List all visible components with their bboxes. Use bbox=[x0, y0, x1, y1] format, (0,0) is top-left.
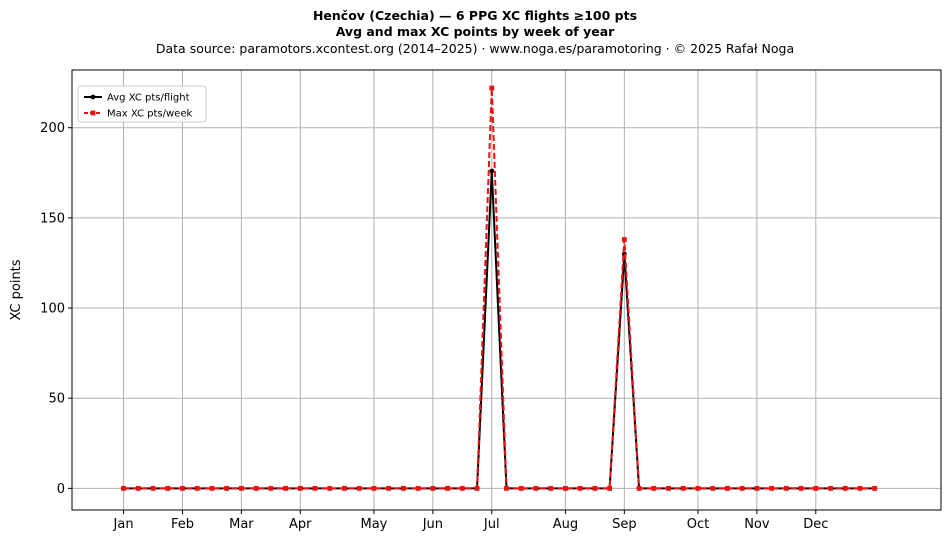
y-tick-label: 0 bbox=[57, 482, 65, 497]
x-tick-label: Jan bbox=[113, 517, 134, 532]
max-point-marker bbox=[651, 485, 657, 491]
max-point-marker bbox=[798, 485, 804, 491]
x-tick-label: Mar bbox=[229, 517, 254, 532]
y-tick-label: 100 bbox=[40, 302, 65, 317]
series-line-max bbox=[123, 87, 875, 490]
y-tick-label: 200 bbox=[40, 121, 65, 136]
legend: Avg XC pts/flight Max XC pts/week bbox=[77, 85, 207, 123]
max-point-marker bbox=[842, 485, 848, 491]
max-point-marker bbox=[135, 485, 141, 491]
max-point-marker bbox=[857, 485, 863, 491]
plot-area bbox=[72, 70, 941, 510]
max-point-marker bbox=[327, 485, 333, 491]
max-point-marker bbox=[474, 485, 480, 491]
max-point-marker bbox=[783, 485, 789, 491]
x-tick-label: Sep bbox=[612, 517, 637, 532]
legend-entry-label: Max XC pts/week bbox=[107, 109, 192, 120]
chart-title-block: Henčov (Czechia) — 6 PPG XC flights ≥100… bbox=[0, 8, 950, 57]
max-point-marker bbox=[872, 485, 878, 491]
x-tick-label: Dec bbox=[803, 517, 828, 532]
x-tick-label: Jun bbox=[422, 517, 443, 532]
legend-box bbox=[77, 85, 207, 123]
max-point-marker bbox=[386, 485, 392, 491]
x-axis: Jan Feb Mar Apr May Jun Jul Aug Sep Oct Nov Dec bbox=[113, 510, 828, 532]
max-point-marker bbox=[165, 485, 171, 491]
x-tick-label: May bbox=[360, 517, 387, 532]
max-point-marker bbox=[415, 485, 421, 491]
max-point-marker bbox=[636, 485, 642, 491]
plot-frame bbox=[71, 69, 942, 511]
max-point-marker bbox=[725, 485, 730, 491]
legend-marker-circle bbox=[90, 94, 96, 100]
max-point-marker bbox=[356, 485, 362, 491]
y-tick-label: 50 bbox=[48, 392, 65, 407]
max-point-marker bbox=[121, 485, 126, 491]
max-point-marker bbox=[489, 85, 495, 91]
max-point-marker bbox=[754, 485, 760, 491]
x-tick-label: Jul bbox=[483, 517, 500, 532]
chart-title: Henčov (Czechia) — 6 PPG XC flights ≥100… bbox=[312, 8, 638, 23]
max-point-marker bbox=[577, 485, 583, 491]
avg-point-marker bbox=[489, 168, 495, 174]
x-tick-label: Oct bbox=[687, 517, 709, 532]
max-point-marker bbox=[518, 485, 524, 491]
max-point-marker bbox=[283, 485, 288, 491]
max-point-marker bbox=[180, 485, 185, 491]
max-point-marker bbox=[680, 485, 686, 491]
y-axis-label: XC points bbox=[9, 259, 24, 320]
max-point-marker bbox=[238, 485, 244, 491]
max-point-marker bbox=[400, 485, 406, 491]
max-point-marker bbox=[504, 485, 509, 491]
y-axis: 0 50 100 150 200 bbox=[40, 121, 72, 497]
max-point-marker bbox=[533, 485, 539, 491]
max-point-marker bbox=[621, 237, 627, 242]
max-point-marker bbox=[710, 485, 716, 491]
max-point-marker bbox=[430, 485, 436, 491]
legend-marker-square bbox=[90, 110, 96, 116]
max-point-marker bbox=[312, 485, 318, 491]
max-point-marker bbox=[813, 485, 819, 491]
max-point-marker bbox=[194, 485, 200, 491]
x-tick-label: Aug bbox=[553, 517, 578, 532]
max-point-marker bbox=[445, 485, 450, 491]
x-tick-label: Nov bbox=[744, 517, 770, 532]
max-point-marker bbox=[548, 485, 554, 491]
max-point-marker bbox=[666, 485, 671, 491]
max-point-marker bbox=[769, 485, 775, 491]
x-tick-label: Feb bbox=[171, 517, 194, 532]
series-layer bbox=[121, 85, 878, 491]
chart-source: Data source: paramotors.xcontest.org (20… bbox=[155, 41, 795, 56]
x-tick-label: Apr bbox=[289, 517, 312, 532]
max-point-marker bbox=[209, 485, 215, 491]
max-point-marker bbox=[371, 485, 377, 491]
max-point-marker bbox=[268, 485, 274, 491]
max-point-marker bbox=[150, 485, 156, 491]
max-point-marker bbox=[592, 485, 598, 491]
max-point-marker bbox=[739, 485, 745, 491]
max-point-marker bbox=[828, 485, 833, 491]
max-point-marker bbox=[563, 485, 568, 491]
max-point-marker bbox=[297, 485, 303, 491]
max-point-marker bbox=[224, 485, 230, 491]
max-point-marker bbox=[253, 485, 259, 491]
y-tick-label: 150 bbox=[40, 211, 65, 226]
chart-subtitle: Avg and max XC points by week of year bbox=[335, 24, 615, 39]
legend-entry-label: Avg XC pts/flight bbox=[107, 93, 190, 104]
max-point-marker bbox=[695, 485, 701, 491]
max-point-marker bbox=[342, 485, 347, 491]
max-point-marker bbox=[459, 485, 465, 491]
max-point-marker bbox=[607, 485, 613, 491]
